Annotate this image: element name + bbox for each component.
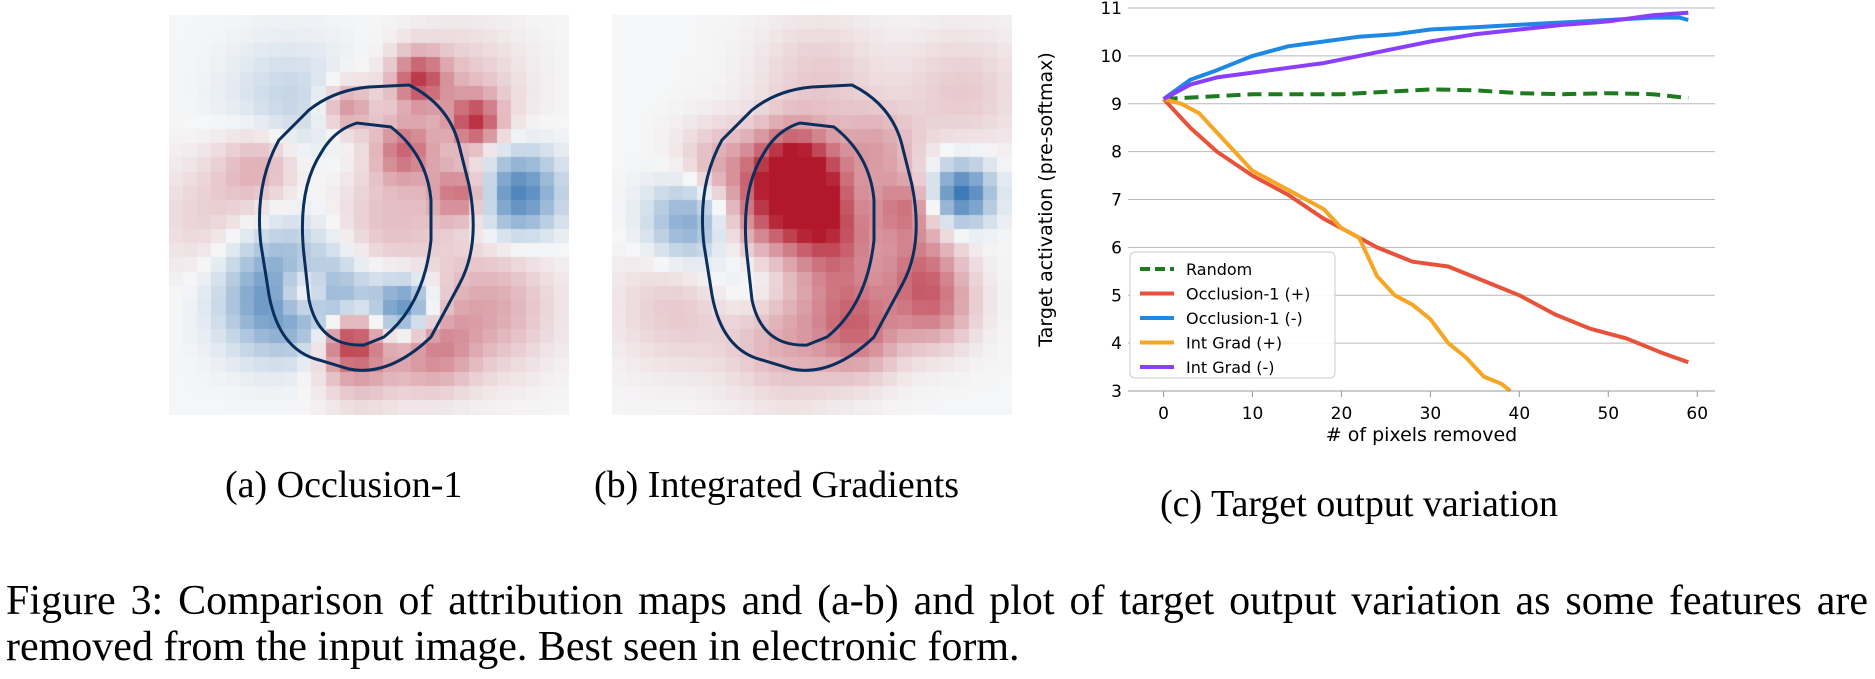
series-line-2	[1162, 15, 1689, 101]
x-tick-label: 0	[1158, 404, 1169, 424]
target-output-chart: 0 10 20 30 40 50 60 3 4 5 6 7 8 9 10 11 # of pixels re…	[1035, 0, 1715, 446]
inner-contour	[743, 121, 876, 347]
legend-label: Int Grad (-)	[1186, 358, 1275, 377]
series-line-1	[1162, 97, 1689, 365]
outer-contour	[701, 83, 918, 372]
integrated-gradients-canvas	[612, 15, 1012, 415]
y-tick-label: 7	[1111, 191, 1122, 211]
y-tick-label: 5	[1111, 286, 1122, 306]
digit-contour-a	[258, 83, 475, 372]
integrated-gradients-heatmap	[612, 15, 1012, 415]
caption-c: (c) Target output variation	[1160, 483, 1558, 525]
x-axis-ticks: 0 10 20 30 40 50 60	[1158, 391, 1708, 424]
digit-contour-b	[701, 83, 918, 372]
x-tick-label: 60	[1686, 404, 1708, 424]
legend-label: Occlusion-1 (-)	[1186, 309, 1303, 328]
chart-legend: Random Occlusion-1 (+) Occlusion-1 (-) Int …	[1129, 251, 1336, 379]
x-axis-label: # of pixels removed	[1326, 424, 1517, 446]
y-axis-ticks: 3 4 5 6 7 8 9 10 11	[1100, 0, 1122, 402]
y-tick-label: 3	[1111, 382, 1122, 402]
series-line-3	[1163, 97, 1512, 393]
y-tick-label: 4	[1111, 334, 1122, 354]
figure-caption: Figure 3: Comparison of attribution maps…	[6, 578, 1868, 670]
caption-a: (a) Occlusion-1	[225, 464, 463, 506]
y-tick-label: 9	[1111, 95, 1122, 115]
series-line-0	[1163, 87, 1689, 101]
x-tick-label: 50	[1597, 404, 1619, 424]
y-tick-label: 8	[1111, 143, 1122, 163]
legend-label: Random	[1186, 260, 1252, 279]
y-tick-label: 11	[1100, 0, 1122, 19]
occlusion-heatmap	[169, 15, 569, 415]
outer-contour	[258, 83, 475, 372]
x-tick-label: 30	[1420, 404, 1442, 424]
y-tick-label: 10	[1100, 47, 1122, 67]
x-tick-label: 40	[1509, 404, 1531, 424]
y-tick-label: 6	[1111, 238, 1122, 258]
x-tick-label: 10	[1242, 404, 1264, 424]
occlusion-heatmap-canvas	[169, 15, 569, 415]
series-layer	[1162, 10, 1689, 393]
legend-box	[1129, 251, 1336, 379]
caption-b: (b) Integrated Gradients	[594, 464, 960, 506]
y-axis-label: Target activation (pre-softmax)	[1035, 52, 1057, 348]
series-line-4	[1162, 10, 1689, 101]
x-tick-label: 20	[1331, 404, 1353, 424]
grid-lines	[1128, 7, 1715, 392]
inner-contour	[300, 121, 433, 347]
legend-label: Occlusion-1 (+)	[1186, 285, 1310, 304]
legend-label: Int Grad (+)	[1186, 334, 1282, 353]
